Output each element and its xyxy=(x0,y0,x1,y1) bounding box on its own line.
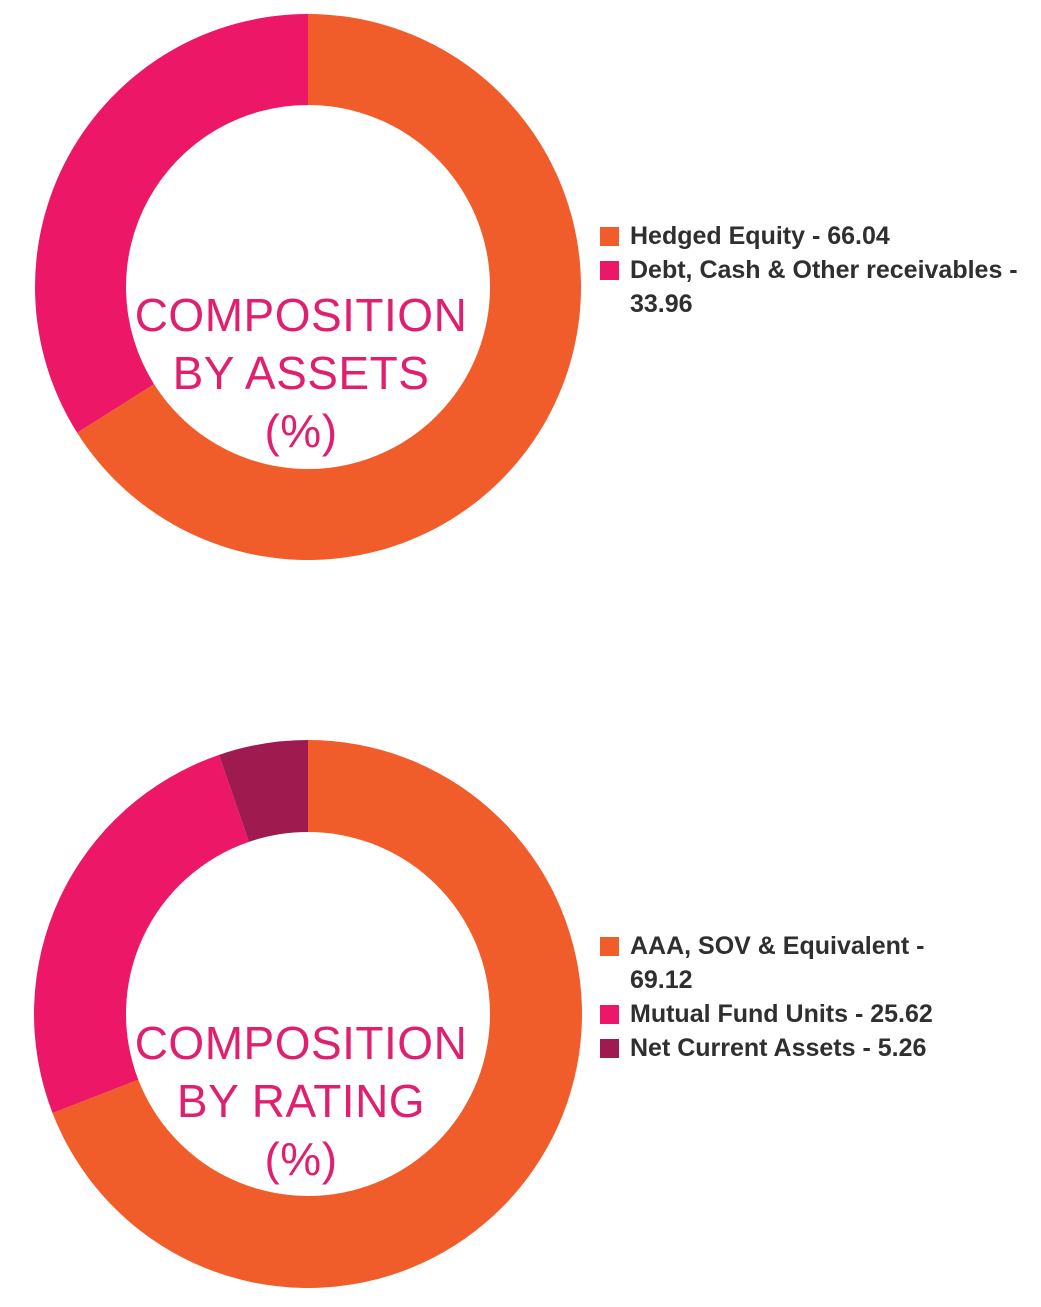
legend-label: AAA, SOV & Equivalent - 69.12 xyxy=(630,932,925,994)
legend-swatch xyxy=(600,1005,619,1024)
legend-item: Mutual Fund Units - 25.62 xyxy=(600,997,960,1031)
donut-slice-3 xyxy=(219,740,308,842)
chart-composition-by-assets: COMPOSITION BY ASSETS (%) Hedged Equity … xyxy=(0,0,1041,580)
center-title-line-1: COMPOSITION xyxy=(134,1017,468,1069)
chart-composition-by-rating: COMPOSITION BY RATING (%) AAA, SOV & Equ… xyxy=(0,720,1041,1307)
legend-swatch xyxy=(600,1039,619,1058)
donut-slice-2 xyxy=(33,754,249,1113)
legend-item: Debt, Cash & Other receivables - 33.96 xyxy=(600,253,1030,321)
donut-slice-1 xyxy=(52,740,583,1288)
legend-swatch xyxy=(600,227,619,246)
legend-swatch xyxy=(600,937,619,956)
legend-item: Net Current Assets - 5.26 xyxy=(600,1031,960,1065)
center-title-line-3: (%) xyxy=(264,405,338,457)
center-title-line-1: COMPOSITION xyxy=(134,289,468,341)
legend-item: AAA, SOV & Equivalent - 69.12 xyxy=(600,929,960,997)
center-title-line-2: BY ASSETS xyxy=(172,347,430,399)
legend-rating: AAA, SOV & Equivalent - 69.12 Mutual Fun… xyxy=(600,929,960,1065)
legend-assets: Hedged Equity - 66.04 Debt, Cash & Other… xyxy=(600,219,1030,321)
donut-assets xyxy=(35,14,581,560)
legend-swatch xyxy=(600,261,619,280)
center-title-line-2: BY RATING xyxy=(176,1075,426,1127)
donut-slice-1 xyxy=(77,14,581,560)
legend-label: Debt, Cash & Other receivables - 33.96 xyxy=(630,256,1018,318)
legend-item: Hedged Equity - 66.04 xyxy=(600,219,1030,253)
center-title-line-3: (%) xyxy=(264,1133,338,1185)
donut-slice-2 xyxy=(35,14,309,433)
center-title-assets: COMPOSITION BY ASSETS (%) xyxy=(101,286,501,460)
center-title-rating: COMPOSITION BY RATING (%) xyxy=(101,1014,501,1188)
legend-label: Mutual Fund Units - 25.62 xyxy=(630,1000,933,1028)
donut-rating xyxy=(33,740,583,1288)
legend-label: Net Current Assets - 5.26 xyxy=(630,1034,927,1062)
legend-label: Hedged Equity - 66.04 xyxy=(630,222,890,250)
